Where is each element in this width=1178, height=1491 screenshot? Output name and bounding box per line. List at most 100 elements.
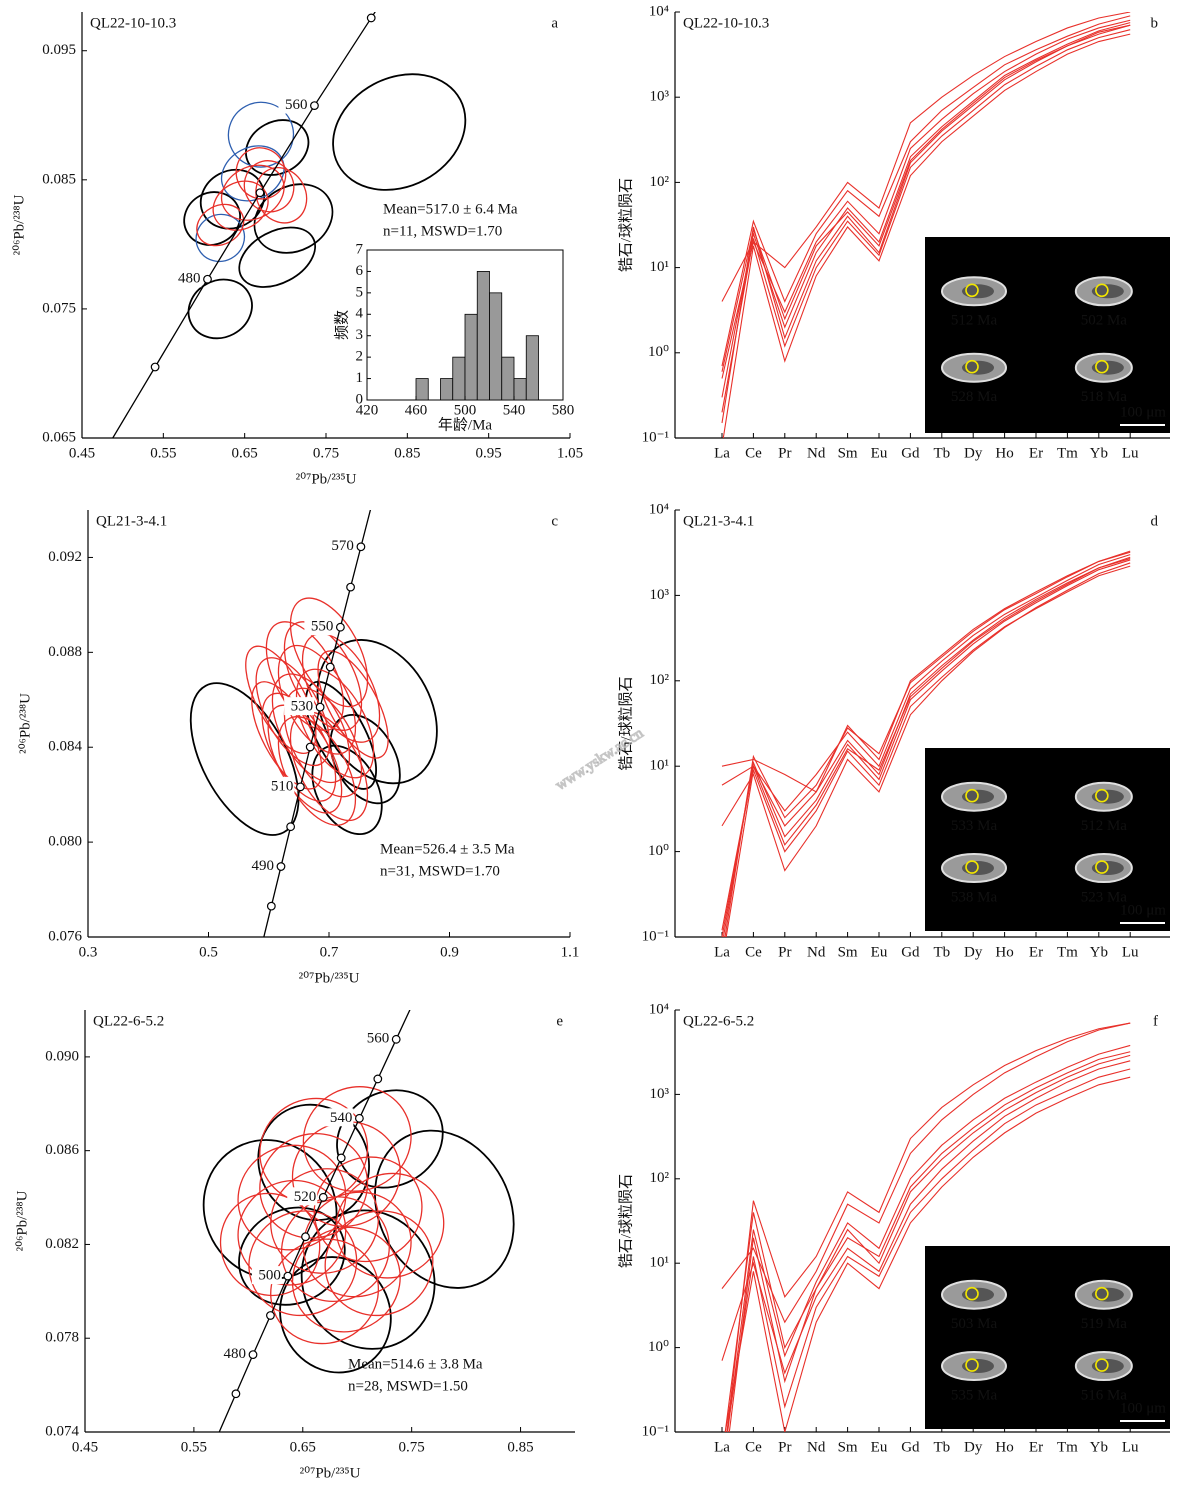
y-tick-label: 10⁻¹ — [642, 1423, 669, 1439]
x-tick-label: 0.75 — [313, 445, 339, 461]
concordia-age-point — [337, 1154, 345, 1162]
x-tick-label: Ho — [995, 1439, 1013, 1455]
grain-age: 512 Ma — [951, 313, 998, 329]
age-label: 490 — [251, 858, 274, 874]
concordia-age-point — [347, 583, 355, 591]
x-tick-label: Lu — [1122, 944, 1139, 960]
annotation: n=28, MSWD=1.50 — [348, 1378, 468, 1394]
y-tick-label: 10⁰ — [648, 1339, 669, 1355]
panel-label: b — [1151, 15, 1159, 31]
plot-area — [179, 920, 540, 1491]
x-tick-label: 0.3 — [79, 944, 98, 960]
x-tick-label: La — [714, 1439, 730, 1455]
y-tick-label: 10³ — [650, 587, 670, 603]
concordia-age-point — [151, 363, 159, 371]
grain-age: 519 Ma — [1081, 1316, 1128, 1332]
y-tick-label: 10² — [650, 174, 670, 190]
sample-label: QL22-10-10.3 — [90, 15, 176, 31]
x-tick-label: Er — [1029, 944, 1043, 960]
y-tick-label: 10² — [650, 1170, 670, 1186]
annotation: n=31, MSWD=1.70 — [380, 863, 500, 879]
concordia-age-point — [277, 863, 285, 871]
age-label: 560 — [285, 97, 308, 113]
x-tick-label: Gd — [901, 445, 920, 461]
error-ellipse — [316, 703, 414, 815]
y-tick-label: 10³ — [650, 89, 670, 105]
histogram-bar — [441, 379, 453, 400]
y-tick-label: 0.085 — [42, 171, 76, 187]
age-label: 500 — [258, 1268, 281, 1284]
x-tick-label: Pr — [778, 1439, 791, 1455]
concordia-age-point — [357, 543, 365, 551]
concordia-age-point — [256, 189, 264, 197]
x-axis-label: ²⁰⁷Pb/²³⁵U — [300, 1465, 361, 1481]
x-tick-label: Ce — [745, 445, 762, 461]
x-tick-label: 0.75 — [399, 1439, 425, 1455]
concordia-extension — [396, 920, 451, 1039]
histogram-y-label: 频数 — [333, 310, 350, 340]
age-label: 560 — [367, 1031, 390, 1047]
x-tick-label: Yb — [1090, 944, 1108, 960]
y-axis-label: 锆石/球粒陨石 — [617, 1174, 634, 1268]
x-tick-label: Nd — [807, 1439, 826, 1455]
sample-label: QL22-6-5.2 — [683, 1013, 754, 1029]
concordia-age-point — [311, 102, 319, 110]
concordia-extension — [361, 426, 392, 547]
x-tick-label: Ho — [995, 445, 1013, 461]
x-tick-label: Ce — [745, 1439, 762, 1455]
x-tick-label: 0.9 — [440, 944, 459, 960]
y-tick-label: 10² — [650, 672, 670, 688]
x-tick-label: La — [714, 445, 730, 461]
grain-age: 538 Ma — [951, 889, 998, 905]
x-tick-label: Lu — [1122, 1439, 1139, 1455]
age-label: 540 — [330, 1110, 353, 1126]
x-tick-label: 0.55 — [181, 1439, 207, 1455]
y-tick-label: 10¹ — [650, 259, 670, 275]
y-tick-label: 0.088 — [48, 644, 82, 660]
y-tick-label: 0.084 — [48, 739, 82, 755]
concordia-age-point — [374, 1075, 382, 1083]
histogram-bar — [514, 379, 526, 400]
concordia-age-point — [319, 1194, 327, 1202]
concordia-age-point — [268, 902, 276, 910]
x-tick-label: Dy — [964, 1439, 983, 1455]
x-tick-label: Dy — [964, 944, 983, 960]
x-tick-label: Gd — [901, 944, 920, 960]
y-axis-label: ²⁰⁶Pb/²³⁸U — [14, 1190, 30, 1251]
age-label: 480 — [224, 1346, 247, 1362]
error-ellipse — [277, 1187, 458, 1373]
x-tick-label: Eu — [871, 944, 888, 960]
histogram-x-tick-label: 540 — [503, 402, 526, 418]
concordia-curve — [236, 1039, 396, 1393]
x-tick-label: Tm — [1057, 1439, 1078, 1455]
y-tick-label: 0.080 — [48, 834, 82, 850]
scale-label: 100 μm — [1120, 902, 1166, 918]
y-tick-label: 10⁴ — [649, 501, 669, 517]
concordia-age-point — [316, 703, 324, 711]
x-tick-label: Dy — [964, 445, 983, 461]
concordia-age-point — [297, 783, 305, 791]
y-tick-label: 0.082 — [45, 1236, 79, 1252]
x-tick-label: Ce — [745, 944, 762, 960]
age-label: 570 — [331, 538, 354, 554]
x-tick-label: Nd — [807, 445, 826, 461]
x-tick-label: 0.45 — [69, 445, 95, 461]
x-tick-label: La — [714, 944, 730, 960]
histogram-y-tick-label: 7 — [356, 241, 364, 257]
age-label: 480 — [178, 271, 201, 287]
x-tick-label: Tm — [1057, 944, 1078, 960]
histogram-y-tick-label: 4 — [356, 306, 364, 322]
panel-label: a — [551, 15, 558, 31]
grain-age: 518 Ma — [1081, 389, 1128, 405]
x-axis-label: ²⁰⁷Pb/²³⁵U — [299, 970, 360, 986]
figure: QL22-10-10.3a0.450.550.650.750.850.951.0… — [0, 0, 1178, 1491]
histogram-bar — [453, 357, 465, 400]
histogram-bar — [502, 357, 514, 400]
panel-label: e — [556, 1013, 563, 1029]
concordia-age-point — [302, 1233, 310, 1241]
error-ellipse — [235, 152, 302, 221]
age-label: 510 — [271, 778, 294, 794]
x-tick-label: Lu — [1122, 445, 1139, 461]
x-tick-label: Yb — [1090, 1439, 1108, 1455]
y-axis-label: ²⁰⁶Pb/²³⁸U — [11, 194, 27, 255]
